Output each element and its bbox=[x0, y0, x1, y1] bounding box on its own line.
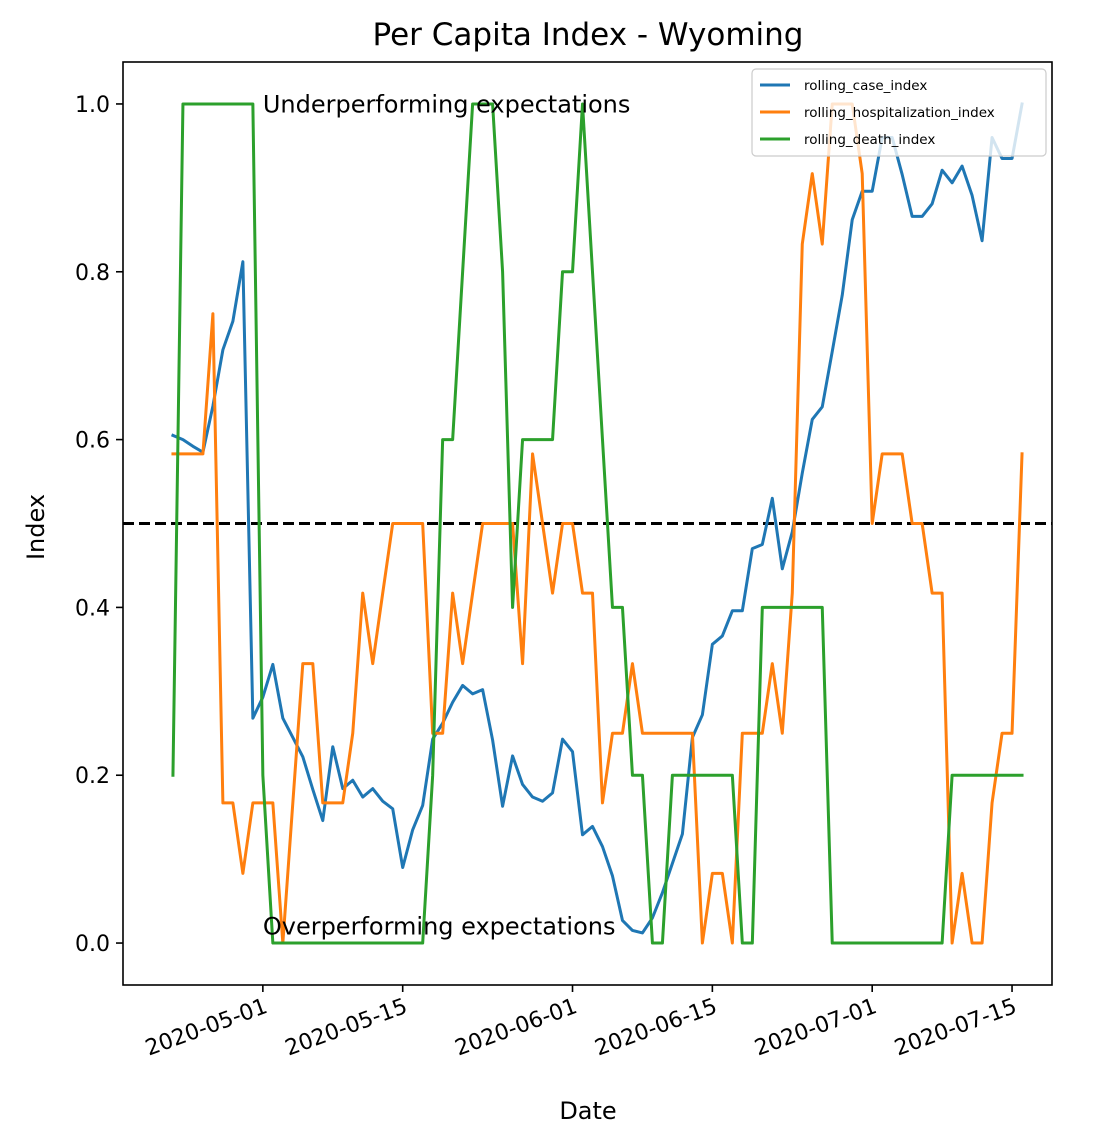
y-axis-ticks: 0.0 0.2 0.4 0.6 0.8 1.0 bbox=[75, 93, 123, 957]
y-tick-label: 0.2 bbox=[75, 764, 110, 789]
y-tick-label: 0.6 bbox=[75, 429, 110, 454]
chart-title: Per Capita Index - Wyoming bbox=[373, 17, 804, 53]
legend-label-rolling-death-index: rolling_death_index bbox=[804, 132, 935, 148]
legend-label-rolling-case-index: rolling_case_index bbox=[804, 78, 927, 94]
y-axis-label: Index bbox=[22, 494, 50, 560]
annotation-underperforming: Underperforming expectations bbox=[263, 90, 631, 118]
legend: rolling_case_index rolling_hospitalizatio… bbox=[751, 68, 1047, 157]
y-tick-label: 0.0 bbox=[75, 932, 110, 957]
y-tick-label: 1.0 bbox=[75, 93, 110, 118]
series-line-rolling-death-index bbox=[171, 102, 1024, 945]
axes-frame bbox=[122, 61, 1053, 986]
x-axis-label: Date bbox=[559, 1097, 616, 1125]
series-line-rolling-hospitalization-index bbox=[171, 102, 1024, 945]
axes-border bbox=[122, 61, 1053, 986]
annotation-overperforming: Overperforming expectations bbox=[263, 913, 616, 941]
annotation-group: Underperforming expectations Overperformi… bbox=[263, 90, 631, 940]
legend-label-rolling-hospitalization-index: rolling_hospitalization_index bbox=[804, 105, 995, 121]
y-tick-label: 0.8 bbox=[75, 261, 110, 286]
y-tick-label: 0.4 bbox=[75, 596, 110, 621]
legend-box bbox=[751, 68, 1047, 157]
